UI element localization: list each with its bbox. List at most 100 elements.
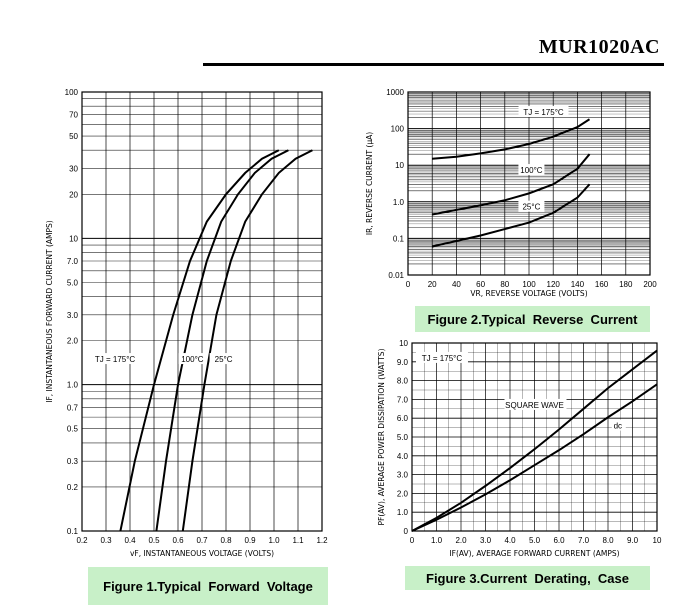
series-label-bg: [178, 353, 207, 365]
y-tick-label: 8.0: [397, 377, 409, 386]
y-tick-label: 70: [69, 111, 78, 120]
figure-3-caption: Figure 3.Current Derating, Case: [405, 566, 650, 590]
x-tick-label: 9.0: [627, 536, 639, 545]
series-line: [431, 183, 591, 248]
series-label-bg: [611, 419, 626, 431]
x-tick-label: 0.7: [196, 536, 208, 545]
y-axis-label: IF, INSTANTANEOUS FORWARD CURRENT (AMPS): [45, 220, 54, 403]
series-label: dc: [614, 422, 622, 431]
y-tick-label: 7.0: [397, 395, 409, 404]
chart-3: 0 1.0 2.0 3.0 4.0 5.0 6.0 7.0 8.0 9.0 10 10 9.0 8.0 7.…: [377, 339, 662, 558]
x-tick-label: 80: [500, 280, 509, 289]
y-axis-label: PF(AV), AVERAGE POWER DISSIPATION (WATTS…: [377, 348, 386, 525]
y-tick-label: 50: [69, 132, 78, 141]
x-tick-label: 0.6: [172, 536, 184, 545]
x-tick-label: 7.0: [578, 536, 590, 545]
x-tick-label: 6.0: [553, 536, 565, 545]
y-tick-label: 5.0: [397, 433, 409, 442]
chart-2: 0 20 40 60 80 100 120 140 160 180 200 1000 100 10 1.0 0…: [365, 88, 657, 298]
figure-2-caption: Figure 2.Typical Reverse Current: [415, 306, 650, 332]
x-tick-label: 0.2: [76, 536, 88, 545]
x-tick-label: 100: [522, 280, 536, 289]
x-tick-label: 5.0: [529, 536, 541, 545]
series-label: 25°C: [215, 355, 233, 364]
y-axis-label: IR, REVERSE CURRENT (µA): [365, 132, 374, 235]
x-tick-label: 0: [410, 536, 415, 545]
y-tick-label: 0.7: [67, 403, 79, 412]
y-tick-label: 9.0: [397, 358, 409, 367]
series-label: SQUARE WAVE: [505, 401, 564, 410]
y-tick-label: 2.0: [397, 489, 409, 498]
series-label-bg: [518, 106, 569, 118]
plot-frame: [81, 91, 323, 532]
series-line: [155, 149, 289, 532]
y-tick-label: 5.0: [67, 278, 79, 287]
y-tick-label: 0.1: [67, 527, 79, 536]
series-label: 100°C: [181, 355, 204, 364]
plot-frame: [407, 91, 651, 276]
x-tick-label: 0: [406, 280, 411, 289]
x-tick-label: 200: [643, 280, 657, 289]
series-label-bg: [93, 353, 138, 365]
x-tick-label: 8.0: [602, 536, 614, 545]
y-tick-label: 1.0: [67, 381, 79, 390]
x-tick-label: 2.0: [455, 536, 467, 545]
y-tick-label: 4.0: [397, 452, 409, 461]
x-tick-label: 40: [452, 280, 461, 289]
title-rule: [203, 63, 664, 66]
y-tick-label: 0.2: [67, 483, 79, 492]
series-label: 25°C: [522, 203, 540, 212]
x-tick-label: 1.2: [316, 536, 328, 545]
x-tick-label: 0.8: [220, 536, 232, 545]
y-tick-label: 0.1: [393, 234, 405, 243]
y-tick-label: 3.0: [67, 311, 79, 320]
y-tick-label: 10: [399, 339, 408, 348]
series-label-bg: [518, 164, 545, 176]
x-tick-label: 180: [619, 280, 633, 289]
x-tick-label: 3.0: [480, 536, 492, 545]
part-number-title: MUR1020AC: [538, 36, 660, 58]
series-line: [119, 149, 280, 532]
x-tick-label: 0.3: [100, 536, 112, 545]
series-line: [432, 118, 591, 160]
y-tick-label: 10: [395, 161, 404, 170]
y-tick-label: 7.0: [67, 257, 79, 266]
x-axis-label: vF, INSTANTANEOUS VOLTAGE (VOLTS): [130, 549, 274, 558]
series-line: [432, 153, 591, 216]
x-tick-label: 20: [428, 280, 437, 289]
y-tick-label: 1.0: [397, 508, 409, 517]
series-line: [181, 149, 313, 532]
x-tick-label: 1.0: [268, 536, 280, 545]
y-tick-label: 100: [391, 125, 405, 134]
y-tick-label: 20: [69, 190, 78, 199]
x-tick-label: 4.0: [504, 536, 516, 545]
series-label-bg: [504, 398, 567, 410]
x-tick-label: 140: [571, 280, 585, 289]
series-label: TJ = 175°C: [523, 108, 564, 117]
series-label: 100°C: [520, 166, 543, 175]
x-tick-label: 0.9: [244, 536, 256, 545]
series-label-bg: [518, 200, 545, 212]
y-tick-label: 1000: [386, 88, 404, 97]
y-tick-label: 6.0: [397, 414, 409, 423]
series-label-bg: [209, 353, 238, 365]
x-tick-label: 1.0: [431, 536, 443, 545]
y-tick-label: 0.5: [67, 425, 79, 434]
y-tick-label: 2.0: [67, 337, 79, 346]
y-tick-label: 0.01: [388, 271, 404, 280]
x-axis-label: IF(AV), AVERAGE FORWARD CURRENT (AMPS): [449, 549, 619, 558]
annotation-bg: [415, 351, 468, 363]
plot-frame: [411, 342, 658, 532]
series-label: TJ = 175°C: [95, 355, 136, 364]
y-tick-label: 30: [69, 165, 78, 174]
series-line: [411, 349, 658, 532]
x-tick-label: 120: [547, 280, 561, 289]
chart-1: 0.2 0.3 0.4 0.5 0.6 0.7 0.8 0.9 1.0 1.1 1.2 100 70 50…: [45, 88, 328, 558]
y-tick-label: 100: [65, 88, 79, 97]
y-tick-label: 0.3: [67, 457, 79, 466]
y-tick-label: 10: [69, 234, 78, 243]
series-line: [411, 383, 658, 532]
x-tick-label: 1.1: [292, 536, 304, 545]
y-tick-label: 0: [404, 527, 409, 536]
